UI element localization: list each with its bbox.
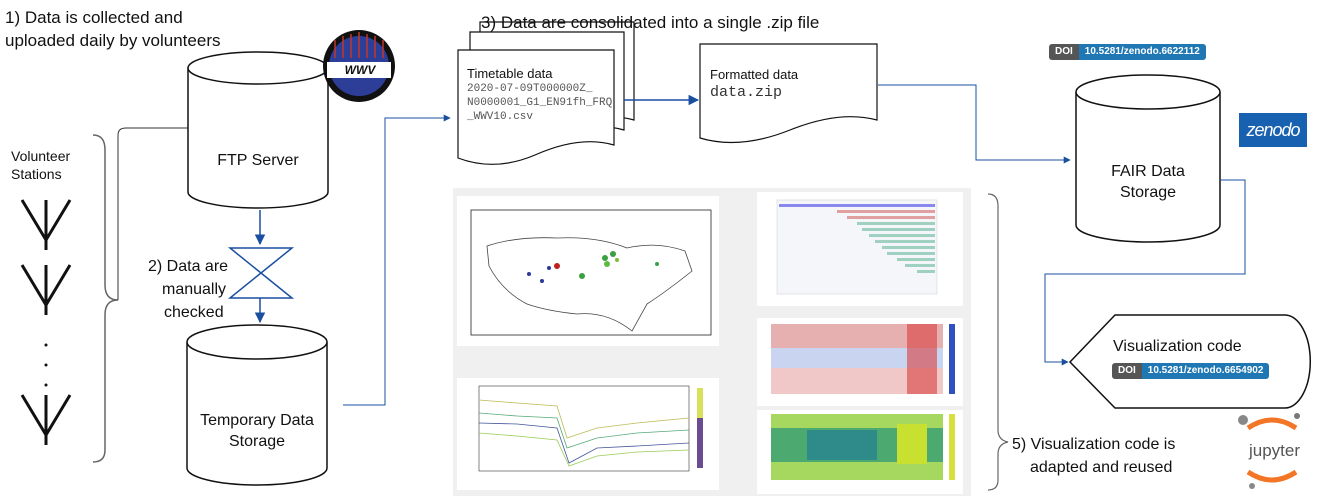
connector-fair-viz [1044,179,1246,366]
power-heatmap-thumbnail [757,410,963,494]
step1-text: 1) Data is collected and uploaded daily … [5,6,220,52]
fair-storage-line1: FAIR Data [1111,163,1185,180]
power-heatmap-graphic [771,414,955,480]
step2-text: 2) Data are manually checked [148,255,228,324]
grape-power-plot-graphic [478,385,703,472]
antenna-icon [20,394,72,445]
doppler-heatmap-thumbnail [757,318,963,406]
timetable-document-stack [457,21,635,165]
fair-storage-label: FAIR Data Storage [1076,161,1220,203]
visualization-code-shape [1068,314,1312,409]
map-plot-graphic [470,209,712,336]
step2-line3: checked [164,304,224,321]
doi-value: 10.5281/zenodo.6622112 [1078,44,1206,60]
ftp-server-cylinder [187,51,329,209]
doi-key: DOI [1049,44,1079,60]
timetable-line2: N0000001_G1_EN91fh_FRQ [467,97,613,109]
timeline-plot-graphic [776,199,938,295]
formatted-document [699,43,878,144]
temp-storage-line2: Storage [228,433,286,450]
connector-temp-docs [343,114,451,406]
timetable-line3: _WWV10.csv [467,111,534,123]
step5-line1: 5) Visualization code is [1012,436,1176,453]
viz-brace [987,193,1009,491]
stations-brace [92,134,119,463]
fair-storage-line2: Storage [1119,184,1177,201]
step2-line1: 2) Data are [148,258,229,275]
step5-line2: adapted and reused [1030,459,1173,476]
hourglass-icon [227,247,295,299]
volunteer-stations-label: Volunteer Stations [11,147,70,183]
zenodo-logo: zenodo [1239,113,1307,147]
formatted-title: Formatted data [710,67,799,82]
step2-line2: manually [162,281,227,298]
jupyter-wordmark: jupyter [1249,441,1301,460]
step5-text: 5) Visualization code is adapted and reu… [1012,433,1175,479]
map-plot-thumbnail [457,196,719,346]
doi-value: 10.5281/zenodo.6654902 [1141,363,1270,379]
code-doi-badge[interactable]: DOI 10.5281/zenodo.6654902 [1112,363,1270,379]
timetable-line1: 2020-07-09T000000Z_ [467,83,593,95]
ftp-server-label: FTP Server [217,152,299,169]
ellipsis-dots [44,343,48,387]
wwv-logo [323,30,395,102]
volunteer-line1: Volunteer [11,148,71,164]
timetable-title: Timetable data [467,66,553,81]
step1-line1: 1) Data is collected and [5,8,183,27]
step3-text: 3) Data are consolidated into a single .… [481,13,820,32]
doppler-heatmap-graphic [771,324,955,394]
wwv-wordmark: WWV [344,63,376,77]
visualization-examples-panel [453,188,971,496]
timeline-plot-thumbnail [757,192,963,306]
antenna-icon [20,264,72,315]
fair-storage-cylinder [1075,74,1221,243]
volunteer-line2: Stations [11,166,62,182]
antenna-icon [20,199,72,250]
formatted-filename: data.zip [710,84,783,101]
temp-storage-label: Temporary Data Storage [187,410,327,452]
connector-stations-ftp [117,127,188,300]
temp-storage-cylinder [186,324,328,486]
data-doi-badge[interactable]: DOI 10.5281/zenodo.6622112 [1049,44,1206,60]
timetable-filename: 2020-07-09T000000Z_ N0000001_G1_EN91fh_F… [467,82,612,124]
jupyter-logo [1238,413,1300,489]
connector-zip-fair [878,84,1071,164]
temp-storage-line1: Temporary Data [200,412,314,429]
step1-line2: uploaded daily by volunteers [5,31,221,50]
grape-power-plot-thumbnail [457,378,719,490]
doi-key: DOI [1112,363,1142,379]
visualization-code-label: Visualization code [1113,338,1242,355]
